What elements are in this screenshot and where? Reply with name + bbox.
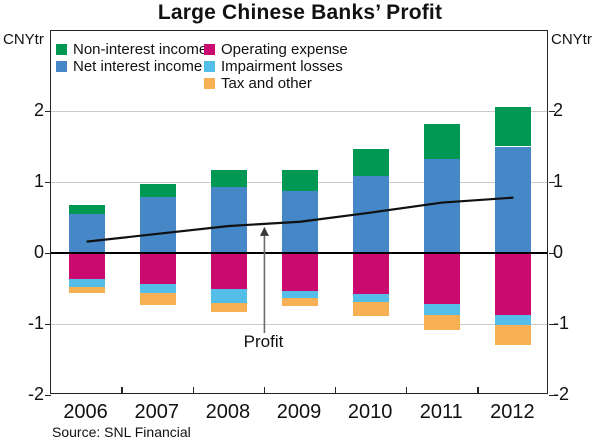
x-axis-label-2009: 2009: [276, 401, 322, 423]
legend-swatch-impairment-losses: [204, 61, 215, 72]
bar-segment-2008-tax-and-other: [210, 303, 247, 312]
legend-item-operating-expense: Operating expense: [204, 41, 348, 58]
bar-segment-2006-operating-expense: [68, 253, 105, 279]
bar-segment-2009-impairment-losses: [282, 290, 318, 298]
y-axis-label-right: -2: [553, 384, 570, 404]
x-axis-tick: [263, 387, 266, 394]
bar-segment-2010-tax-and-other: [353, 301, 390, 317]
y-axis-label-left: -2: [27, 384, 44, 404]
bar-segment-2012-non-interest-income: [495, 106, 532, 147]
bar-segment-2008-operating-expense: [210, 253, 247, 290]
y-axis-label-left: 1: [33, 171, 44, 191]
profit-annotation-label: Profit: [243, 332, 284, 351]
bar-segment-2007-impairment-losses: [139, 283, 176, 294]
x-axis-label-2010: 2010: [347, 401, 393, 423]
bar-segment-2008-non-interest-income: [210, 169, 247, 187]
bar-segment-2009-non-interest-income: [282, 169, 318, 191]
legend-label-operating-expense: Operating expense: [221, 41, 348, 58]
y-axis-label-right: 2: [553, 100, 564, 120]
legend-item-non-interest-income: Non-interest income: [56, 41, 207, 58]
y-axis-label-left: 0: [33, 242, 44, 262]
bar-segment-2008-net-interest-income: [210, 186, 247, 253]
y-axis-tick-left: [45, 394, 51, 396]
y-axis-unit-left: CNYtr: [3, 31, 44, 48]
bar-segment-2006-tax-and-other: [68, 287, 105, 293]
x-axis-tick: [334, 387, 337, 394]
bar-segment-2006-impairment-losses: [68, 278, 105, 288]
x-axis-tick: [121, 387, 123, 394]
y-axis-tick-right: [549, 181, 555, 183]
bar-segment-2009-net-interest-income: [282, 190, 318, 253]
y-axis-tick-left: [45, 252, 51, 254]
bar-segment-2010-operating-expense: [353, 253, 390, 295]
bar-segment-2010-impairment-losses: [353, 294, 390, 302]
legend-label-impairment-losses: Impairment losses: [221, 58, 343, 75]
bar-segment-2006-non-interest-income: [68, 204, 105, 214]
x-axis-tick: [192, 387, 195, 394]
bar-segment-2011-tax-and-other: [424, 315, 461, 331]
bar-segment-2012-net-interest-income: [495, 146, 532, 253]
bar-segment-2010-non-interest-income: [353, 149, 390, 177]
chart-title: Large Chinese Banks’ Profit: [157, 1, 443, 24]
legend-item-net-interest-income: Net interest income: [56, 58, 202, 75]
y-axis-label-right: -1: [553, 313, 570, 333]
bar-segment-2008-impairment-losses: [210, 289, 247, 304]
x-axis-label-2008: 2008: [205, 401, 251, 423]
profit-arrow-head: [259, 226, 269, 236]
y-axis-unit-right: CNYtr: [551, 31, 592, 48]
y-axis-tick-right: [549, 252, 555, 254]
gridline: [51, 324, 547, 325]
bar-segment-2010-net-interest-income: [353, 176, 390, 253]
y-axis-tick-left: [45, 181, 51, 183]
bar-segment-2007-non-interest-income: [139, 184, 176, 197]
source-note: Source: SNL Financial: [52, 424, 191, 440]
x-axis-label-2012: 2012: [490, 401, 535, 423]
bar-segment-2007-operating-expense: [139, 253, 176, 284]
legend-swatch-tax-and-other: [204, 78, 215, 89]
y-axis-label-left: -1: [27, 313, 44, 333]
bar-segment-2012-operating-expense: [495, 253, 532, 315]
gridline: [51, 111, 547, 112]
bar-segment-2011-operating-expense: [424, 253, 461, 305]
bar-segment-2012-tax-and-other: [495, 324, 532, 346]
x-axis-label-2007: 2007: [134, 401, 179, 423]
y-axis-tick-right: [549, 394, 555, 396]
bar-segment-2009-operating-expense: [282, 253, 318, 291]
y-axis-tick-left: [45, 323, 51, 325]
x-axis-tick: [405, 387, 408, 394]
legend-item-impairment-losses: Impairment losses: [204, 58, 343, 75]
y-axis-tick-left: [45, 110, 51, 112]
y-axis-label-left: 2: [33, 100, 44, 120]
bar-segment-2009-tax-and-other: [282, 297, 318, 307]
bar-segment-2006-net-interest-income: [68, 213, 105, 253]
x-axis-label-2006: 2006: [63, 401, 108, 423]
legend-item-tax-and-other: Tax and other: [204, 75, 312, 92]
legend-swatch-operating-expense: [204, 44, 215, 55]
y-axis-tick-right: [549, 110, 555, 112]
bar-segment-2007-net-interest-income: [139, 196, 176, 253]
bar-segment-2012-impairment-losses: [495, 314, 532, 325]
y-axis-label-right: 0: [553, 242, 564, 262]
bar-segment-2011-net-interest-income: [424, 159, 461, 253]
legend-label-tax-and-other: Tax and other: [221, 75, 312, 92]
y-axis-tick-right: [549, 323, 555, 325]
legend-label-non-interest-income: Non-interest income: [73, 41, 208, 58]
bar-segment-2011-impairment-losses: [424, 304, 461, 316]
bar-segment-2011-non-interest-income: [424, 123, 461, 160]
x-axis-tick: [477, 387, 479, 394]
plot-area: Non-interest income Net interest income Op…: [45, 30, 555, 396]
legend-swatch-non-interest-income: [56, 44, 67, 55]
bar-segment-2007-tax-and-other: [139, 293, 176, 305]
zero-line: [51, 252, 547, 254]
x-axis-label-2011: 2011: [419, 401, 463, 423]
legend-swatch-net-interest-income: [56, 61, 67, 72]
y-axis-label-right: 1: [553, 171, 564, 191]
legend-label-net-interest-income: Net interest income: [73, 58, 203, 75]
